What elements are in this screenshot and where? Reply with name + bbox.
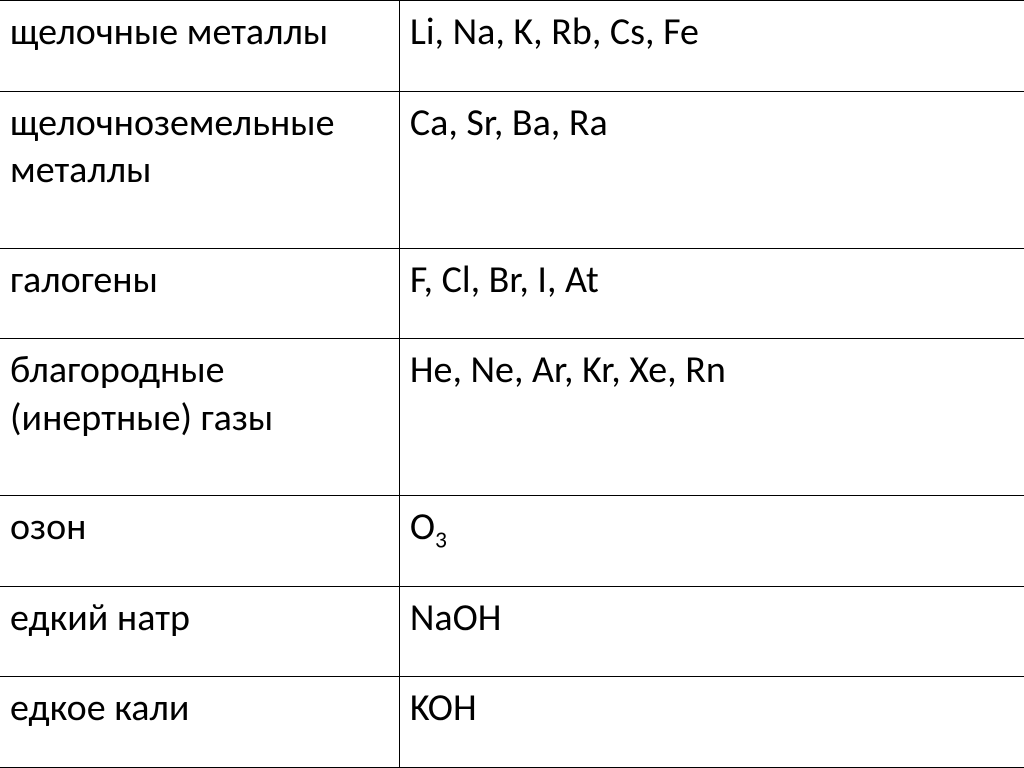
value-cell: He, Ne, Ar, Kr, Xe, Rn xyxy=(399,339,1024,496)
term-cell: благородные (инертные) газы xyxy=(0,339,399,496)
term-cell: едкий натр xyxy=(0,586,399,677)
term-cell: озон xyxy=(0,496,399,587)
value-cell: Li, Na, K, Rb, Cs, Fe xyxy=(399,1,1024,92)
table-row: галогены F, Cl, Br, I, At xyxy=(0,248,1024,339)
table-row: едкий натр NaOH xyxy=(0,586,1024,677)
formula-base: O xyxy=(410,504,435,550)
table-row: щелочные металлы Li, Na, K, Rb, Cs, Fe xyxy=(0,1,1024,92)
term-cell: галогены xyxy=(0,248,399,339)
table-row: озон O3 xyxy=(0,496,1024,587)
table-row: едкое кали KOH xyxy=(0,677,1024,768)
chemistry-terms-table: щелочные металлы Li, Na, K, Rb, Cs, Fe щ… xyxy=(0,0,1024,768)
term-cell: едкое кали xyxy=(0,677,399,768)
formula-subscript: 3 xyxy=(435,527,447,555)
value-cell: Ca, Sr, Ba, Ra xyxy=(399,91,1024,248)
term-cell: щелочные металлы xyxy=(0,1,399,92)
table-row: благородные (инертные) газы He, Ne, Ar, … xyxy=(0,339,1024,496)
term-cell: щелочноземельные металлы xyxy=(0,91,399,248)
table-row: щелочноземельные металлы Ca, Sr, Ba, Ra xyxy=(0,91,1024,248)
value-cell: F, Cl, Br, I, At xyxy=(399,248,1024,339)
value-cell: KOH xyxy=(399,677,1024,768)
value-cell: NaOH xyxy=(399,586,1024,677)
value-cell: O3 xyxy=(399,496,1024,587)
